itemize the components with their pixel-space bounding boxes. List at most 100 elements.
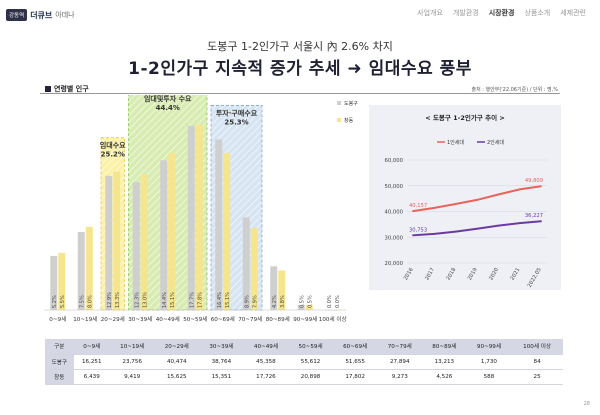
bar-changdong <box>195 124 203 310</box>
company-logo[interactable]: 강동역 더큐브 아데나 <box>6 9 75 21</box>
bar-label-dobong: 8.9% <box>244 295 250 308</box>
annotation-box <box>128 95 208 311</box>
bar-changdong <box>305 304 313 310</box>
bar-dobong <box>297 304 305 310</box>
table-cell: 15,625 <box>154 369 200 385</box>
x-tick-label: 100세 이상 <box>319 315 347 323</box>
nav-item-tax[interactable]: 세제관련 <box>560 9 586 17</box>
table-row: 도봉구 16,251 23,756 40,474 38,764 45,358 55,612 5… <box>45 354 563 370</box>
divider <box>40 93 560 94</box>
section-square-icon <box>45 86 51 92</box>
x-tick-label: 2017 <box>424 267 436 281</box>
table-column-header: 70~79세 <box>377 339 423 355</box>
x-tick-label: 20~29세 <box>101 315 125 323</box>
bar-label-dobong: 7.5% <box>79 295 85 308</box>
table-cell: 16,251 <box>73 354 110 370</box>
section-label: 연령별 인구 <box>45 84 89 94</box>
table-cell: 6,439 <box>73 369 110 385</box>
table-cell: 15,351 <box>199 369 244 385</box>
data-point <box>412 210 414 212</box>
bar-label-dobong: 4.2% <box>272 295 278 308</box>
bar-label-dobong: 16.4% <box>217 292 223 308</box>
table-cell: 17,802 <box>332 369 378 385</box>
bar-label-dobong: 12.3% <box>134 292 140 308</box>
table-row-header: 창동 <box>45 369 74 385</box>
table-cell: 588 <box>466 369 512 385</box>
nav-item-product[interactable]: 상품소개 <box>524 9 551 17</box>
table-cell: 9,273 <box>377 369 423 385</box>
data-point <box>476 227 478 230</box>
bar-label-dobong: 0.0% <box>327 295 333 308</box>
y-tick-label: 40,000 <box>384 210 403 216</box>
bar-label-dobong: 14.4% <box>162 292 168 308</box>
table-header-row: 구분 0~9세 10~19세 20~29세 30~39세 40~49세 50~59세 60~6… <box>45 339 563 355</box>
table-column-header: 30~39세 <box>199 339 244 355</box>
page-subtitle: 도봉구 1-2인가구 서울시 內 2.6% 차지 <box>207 40 393 53</box>
annotation-value: 25.2% <box>101 151 125 159</box>
point-label-end: 36,227 <box>525 213 543 219</box>
table-cell: 84 <box>511 354 563 370</box>
y-tick-label: 50,000 <box>384 184 403 190</box>
table-cell: 27,894 <box>377 354 423 370</box>
bar-dobong <box>187 125 195 310</box>
annotation-value: 25.3% <box>224 118 248 126</box>
table-row: 창동 6,439 9,419 15,625 15,351 17,726 20,898 17,8… <box>45 369 563 385</box>
table-column-header: 10~19세 <box>109 339 155 355</box>
section-label-text: 연령별 인구 <box>54 85 89 93</box>
nav-item-market[interactable]: 시장환경 <box>488 9 515 17</box>
table-cell: 40,474 <box>154 354 200 370</box>
nav-item-development[interactable]: 개발환경 <box>452 9 479 17</box>
legend-label-2p: 2인세대 <box>487 139 504 146</box>
table-cell: 45,358 <box>243 354 289 370</box>
bar-label-changdong: 0.5% <box>307 295 313 308</box>
nav-item-overview[interactable]: 사업개요 <box>417 9 443 17</box>
logo-badge: 강동역 <box>6 9 28 21</box>
table-cell: 51,655 <box>332 354 378 370</box>
legend-swatch-changdong <box>337 118 341 122</box>
x-tick-label: 70~79세 <box>238 315 262 323</box>
bar-label-dobong: 0.5% <box>299 295 305 308</box>
bar-dobong <box>77 232 85 310</box>
point-label-start: 30,753 <box>409 227 427 233</box>
y-tick-label: 20,000 <box>384 261 403 267</box>
household-line-chart: < 도봉구 1-2인가구 추이 > 20,000 30,000 40,000 50,00… <box>384 113 547 289</box>
bar-dobong <box>215 139 223 310</box>
x-tick-label: 50~59세 <box>183 315 207 323</box>
legend-label-1p: 1인세대 <box>447 139 464 146</box>
page-headline: 1-2인가구 지속적 증가 추세 ➜ 임대수요 풍부 <box>128 59 472 79</box>
page-number: 28 <box>583 401 590 407</box>
y-tick-label: 30,000 <box>384 235 403 241</box>
bar-changdong <box>250 227 258 310</box>
bar-changdong <box>113 171 121 310</box>
x-tick-label: 2021 <box>510 267 522 281</box>
point-label-end: 49,809 <box>525 178 543 184</box>
bar-changdong <box>85 226 93 310</box>
annotation-label: 임대수요 <box>100 141 126 150</box>
table-row-header: 도봉구 <box>45 354 74 370</box>
table-column-header: 0~9세 <box>73 339 110 355</box>
table-column-header: 40~49세 <box>243 339 289 355</box>
table-column-header: 100세 이상 <box>511 339 563 355</box>
x-tick-label: 30~39세 <box>128 315 152 323</box>
x-tick-label: 2022.05 <box>527 267 543 289</box>
bar-label-dobong: 12.9% <box>107 292 113 308</box>
legend-swatch-dobong <box>337 101 341 105</box>
bar-label-changdong: 7.9% <box>252 295 258 308</box>
table-cell: 17,726 <box>243 369 289 385</box>
bar-label-changdong: 17.8% <box>197 292 203 308</box>
bar-changdong <box>278 270 286 310</box>
bar-dobong <box>242 217 250 310</box>
bar-dobong <box>160 160 168 310</box>
logo-main-text: 더큐브 <box>30 10 53 20</box>
table-corner-cell: 구분 <box>45 339 74 355</box>
bar-dobong <box>105 175 113 310</box>
data-point <box>497 193 500 196</box>
bar-label-changdong: 8.0% <box>87 295 93 308</box>
source-note: 출처 : 행안부('22.06기준) / 단위 : 명,% <box>471 87 558 93</box>
annotation-label: 임대및투자 수요 <box>144 95 192 103</box>
bar-label-changdong: 0.0% <box>335 295 341 308</box>
table-column-header: 50~59세 <box>288 339 333 355</box>
bar-dobong <box>132 182 140 310</box>
bar-changdong <box>168 152 176 310</box>
